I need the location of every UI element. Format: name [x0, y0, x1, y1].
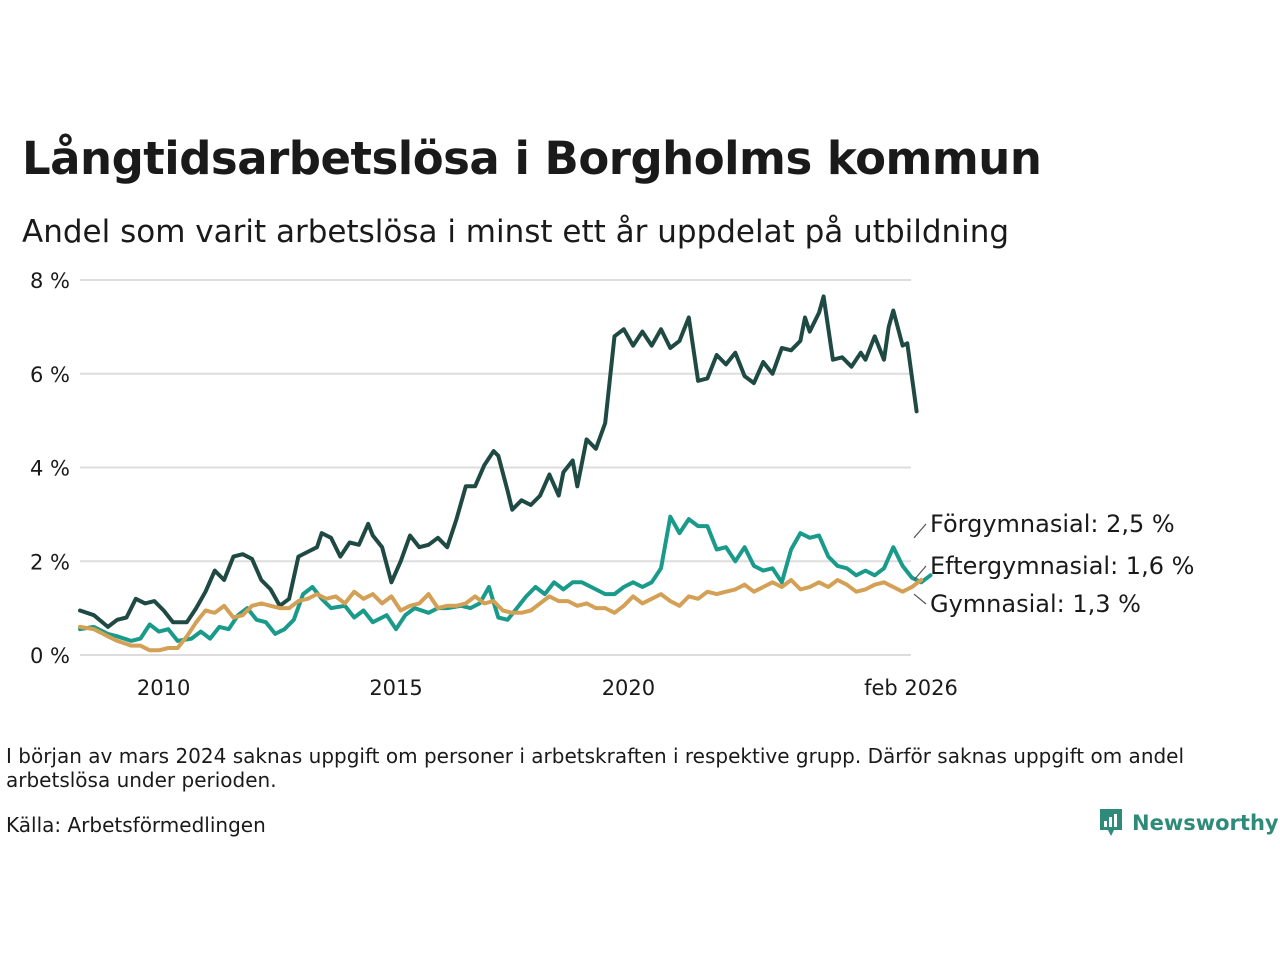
newsworthy-logo-text: Newsworthy: [1132, 811, 1279, 835]
y-tick-label: 6 %: [30, 363, 70, 387]
x-tick-label: 2015: [369, 676, 422, 700]
source-credit: Källa: Arbetsförmedlingen: [6, 813, 266, 837]
leader-line-gymnasial: [913, 593, 927, 605]
series-label-forgymnasial: Förgymnasial: 2,5 %: [930, 510, 1175, 538]
series-label-eftergymnasial: Eftergymnasial: 1,6 %: [930, 552, 1194, 580]
x-tick-label: 2020: [602, 676, 655, 700]
series-line-forgymnasial: [78, 294, 919, 629]
y-tick-label: 0 %: [30, 644, 70, 668]
y-tick-label: 8 %: [30, 269, 70, 293]
x-tick-label: 2010: [137, 676, 190, 700]
series-lines: [78, 294, 933, 653]
newsworthy-logo: Newsworthy: [1098, 808, 1279, 838]
chart-subtitle: Andel som varit arbetslösa i minst ett å…: [22, 214, 1010, 250]
series-label-gymnasial: Gymnasial: 1,3 %: [930, 590, 1141, 618]
series-line-eftergymnasial: [78, 514, 933, 643]
footnote: I början av mars 2024 saknas uppgift om …: [6, 744, 1185, 792]
leader-line-eftergymnasial: [913, 565, 927, 581]
y-gridlines: [80, 279, 911, 656]
y-tick-label: 2 %: [30, 550, 70, 574]
x-axis-tick-labels: 2010 2015 2020 feb 2026: [137, 676, 958, 700]
y-tick-label: 4 %: [30, 457, 70, 481]
x-tick-label: feb 2026: [864, 676, 958, 700]
series-line-gymnasial: [78, 578, 924, 653]
newsworthy-logo-icon: [1100, 809, 1122, 836]
series-end-labels: Förgymnasial: 2,5 % Eftergymnasial: 1,6 %…: [913, 510, 1194, 618]
y-axis-tick-labels: 0 % 2 % 4 % 6 % 8 %: [30, 269, 70, 668]
leader-line-forgymnasial: [913, 523, 927, 539]
chart-title: Långtidsarbetslösa i Borgholms kommun: [22, 132, 1042, 185]
